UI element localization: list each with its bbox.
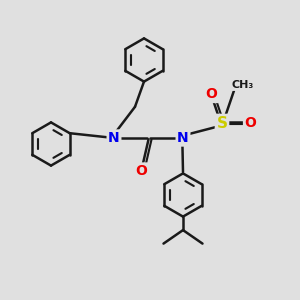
Text: O: O bbox=[244, 116, 256, 130]
Text: S: S bbox=[217, 116, 227, 130]
Text: N: N bbox=[177, 131, 189, 145]
Text: N: N bbox=[108, 131, 120, 145]
Text: O: O bbox=[206, 88, 218, 101]
Text: O: O bbox=[135, 164, 147, 178]
Text: CH₃: CH₃ bbox=[232, 80, 254, 90]
